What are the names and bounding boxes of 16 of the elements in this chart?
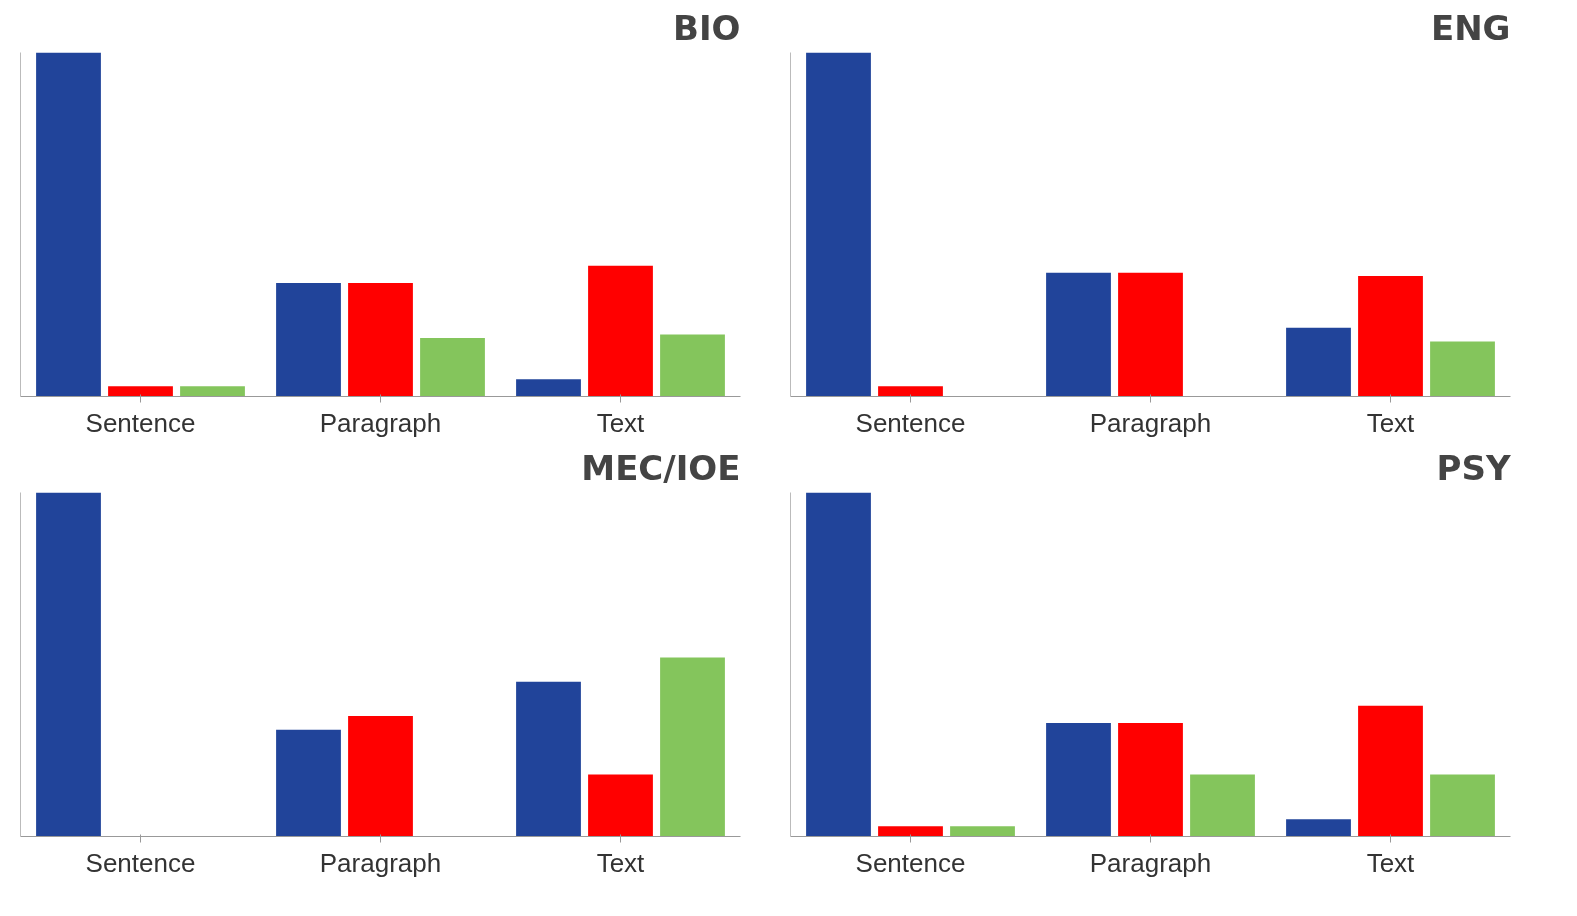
x-tick-label: Text xyxy=(596,847,646,878)
x-tick-label: Paragraph xyxy=(319,407,442,438)
x-tick-label: Sentence xyxy=(85,407,196,438)
chart-title: MEC/IOE xyxy=(581,447,741,488)
chart-title: BIO xyxy=(673,7,741,48)
x-tick-label: Paragraph xyxy=(1089,847,1212,878)
x-tick-label: Sentence xyxy=(855,407,966,438)
x-tick-label: Sentence xyxy=(85,847,196,878)
chart-title: ENG xyxy=(1430,7,1511,48)
x-tick-label: Sentence xyxy=(855,847,966,878)
x-tick-label: Text xyxy=(1366,847,1416,878)
x-tick-label: Text xyxy=(1366,407,1416,438)
x-tick-label: Paragraph xyxy=(1089,407,1212,438)
x-tick-label: Paragraph xyxy=(319,847,442,878)
chart-title: PSY xyxy=(1436,447,1511,488)
x-tick-label: Text xyxy=(596,407,646,438)
